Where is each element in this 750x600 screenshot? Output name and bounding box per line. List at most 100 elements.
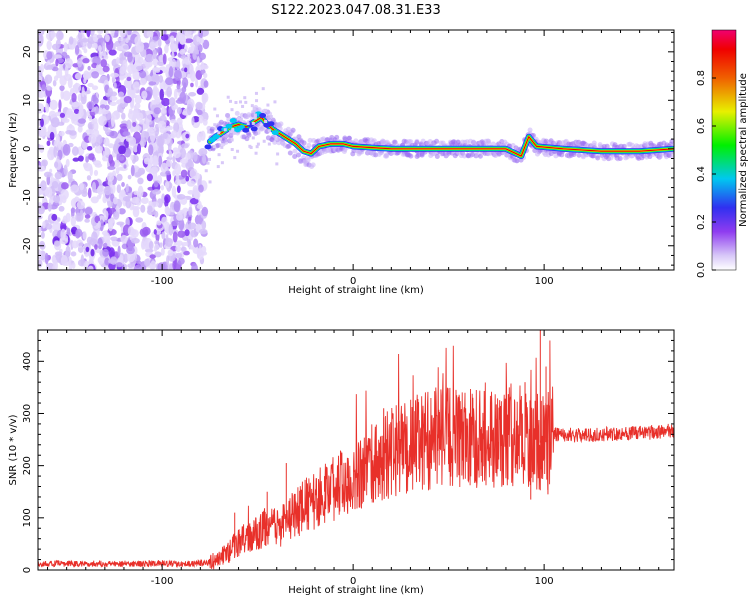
noise-blob bbox=[97, 220, 101, 229]
noise-blob bbox=[116, 173, 123, 182]
noise-blob bbox=[185, 175, 190, 182]
noise-blob bbox=[144, 248, 154, 253]
noise-blob bbox=[111, 75, 116, 84]
speckle bbox=[213, 107, 217, 111]
noise-blob bbox=[123, 164, 127, 169]
noise-blob bbox=[86, 236, 93, 245]
trace-halo bbox=[228, 133, 234, 139]
noise-blob bbox=[64, 64, 69, 77]
noise-blob bbox=[114, 40, 122, 48]
noise-blob bbox=[151, 159, 159, 166]
noise-blob bbox=[74, 45, 80, 55]
noise-blob bbox=[92, 117, 98, 125]
noise-blob bbox=[154, 251, 162, 258]
noise-blob bbox=[109, 130, 118, 139]
noise-blob bbox=[157, 262, 166, 270]
noise-blob bbox=[165, 125, 171, 132]
noise-blob bbox=[84, 207, 93, 215]
snr-ytick-label: 100 bbox=[22, 508, 33, 527]
noise-blob bbox=[131, 229, 139, 238]
speckle bbox=[246, 122, 250, 126]
noise-blob bbox=[88, 153, 95, 161]
noise-blob bbox=[50, 117, 60, 128]
speckle bbox=[229, 99, 233, 103]
noise-blob bbox=[76, 200, 86, 210]
noise-blob bbox=[58, 205, 65, 212]
noise-blob bbox=[158, 75, 164, 83]
noise-blob bbox=[191, 116, 195, 126]
noise-blob bbox=[82, 72, 92, 79]
noise-blob bbox=[38, 205, 45, 215]
noise-blob bbox=[195, 101, 203, 111]
noise-blob bbox=[104, 257, 110, 266]
noise-blob bbox=[116, 46, 123, 51]
noise-blob bbox=[99, 219, 104, 232]
noise-blob bbox=[46, 51, 53, 60]
noise-blob bbox=[159, 88, 165, 101]
noise-blob bbox=[101, 108, 109, 115]
noise-blob bbox=[41, 160, 46, 167]
noise-blob bbox=[167, 249, 174, 257]
noise-blob bbox=[153, 107, 161, 115]
noise-blob bbox=[145, 118, 150, 129]
noise-blob bbox=[139, 78, 147, 86]
noise-blob bbox=[189, 244, 194, 250]
noise-blob bbox=[147, 126, 157, 133]
noise-blob bbox=[93, 169, 99, 177]
trace-halo bbox=[670, 153, 674, 159]
noise-blob bbox=[195, 78, 199, 88]
noise-blob bbox=[151, 189, 161, 195]
spectrogram-ytick-label: 20 bbox=[22, 45, 33, 58]
noise-blob bbox=[132, 122, 137, 128]
noise-blob bbox=[193, 238, 199, 248]
noise-blob bbox=[87, 82, 94, 88]
colorbar-gradient bbox=[711, 29, 737, 271]
noise-blob bbox=[71, 146, 79, 156]
snr-ytick-label: 200 bbox=[22, 456, 33, 475]
trace-halo bbox=[477, 153, 483, 159]
noise-blob bbox=[79, 209, 84, 216]
speckle bbox=[253, 113, 257, 117]
noise-blob bbox=[141, 169, 145, 175]
noise-blob bbox=[152, 170, 158, 183]
noise-blob bbox=[148, 241, 154, 250]
noise-blob bbox=[75, 231, 81, 239]
noise-blob bbox=[108, 143, 114, 149]
noise-blob bbox=[73, 108, 80, 115]
noise-blob bbox=[147, 205, 153, 213]
noise-blob bbox=[115, 57, 120, 65]
noise-blob bbox=[132, 154, 139, 162]
noise-blob bbox=[193, 190, 201, 200]
trace-halo bbox=[310, 162, 316, 168]
noise-blob bbox=[44, 223, 53, 230]
trace-halo bbox=[604, 143, 610, 149]
noise-blob bbox=[130, 164, 135, 177]
noise-blob bbox=[132, 144, 139, 153]
noise-blob bbox=[198, 184, 204, 193]
noise-blob bbox=[175, 172, 179, 183]
noise-blob bbox=[190, 229, 199, 238]
noise-blob bbox=[141, 197, 149, 204]
noise-blob bbox=[52, 32, 57, 37]
noise-blob bbox=[135, 217, 144, 223]
speckle bbox=[239, 100, 243, 104]
noise-blob bbox=[134, 102, 141, 109]
noise-blob bbox=[136, 112, 144, 121]
noise-blob bbox=[137, 177, 144, 185]
noise-blob bbox=[75, 212, 82, 222]
noise-blob bbox=[40, 118, 44, 128]
noise-blob bbox=[173, 88, 178, 100]
noise-blob bbox=[168, 223, 174, 236]
speckle bbox=[252, 107, 256, 111]
noise-blob bbox=[100, 58, 108, 68]
noise-blob bbox=[161, 97, 171, 107]
noise-blob bbox=[178, 34, 187, 45]
noise-blob bbox=[148, 81, 157, 86]
colorbar: 0.0 0.2 0.4 0.6 0.8 Normalized spectral ampl… bbox=[696, 29, 749, 278]
noise-blob bbox=[63, 164, 68, 176]
trace-halo bbox=[486, 140, 492, 146]
trace-halo bbox=[287, 150, 293, 156]
trace-halo bbox=[669, 138, 674, 144]
trace-halo bbox=[255, 130, 261, 136]
trace-halo bbox=[346, 135, 352, 141]
